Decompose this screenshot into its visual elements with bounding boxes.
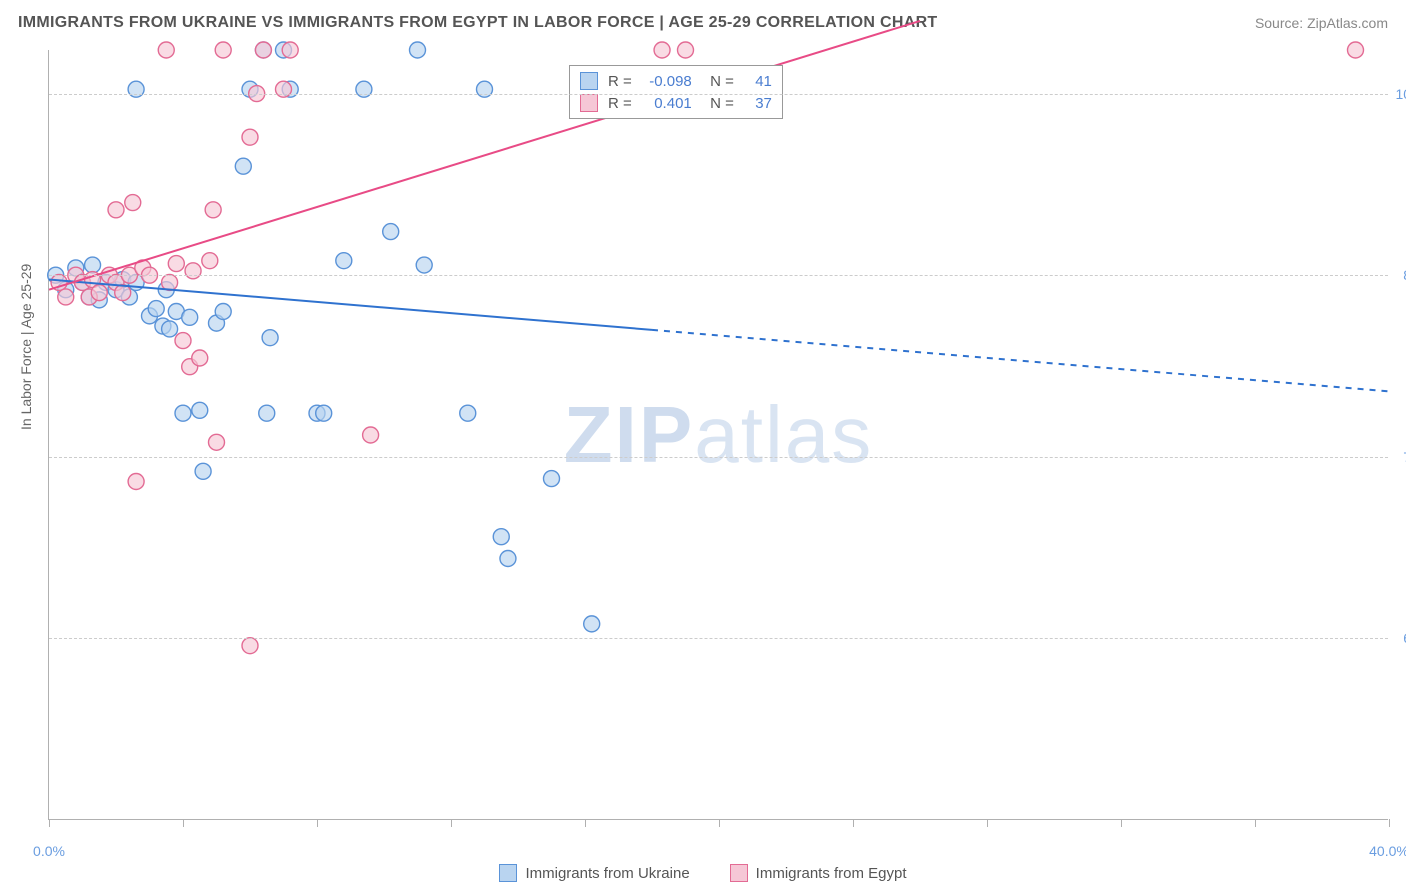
stat-legend-row: R = -0.098 N = 41 xyxy=(580,70,772,92)
stat-n-value: 41 xyxy=(744,73,772,90)
data-point xyxy=(192,350,208,366)
data-point xyxy=(168,256,184,272)
legend-swatch xyxy=(580,94,598,112)
stat-legend: R = -0.098 N = 41R = 0.401 N = 37 xyxy=(569,65,783,119)
data-point xyxy=(282,42,298,58)
data-point xyxy=(185,263,201,279)
x-tick-label: 40.0% xyxy=(1369,843,1406,859)
data-point xyxy=(205,202,221,218)
data-point xyxy=(410,42,426,58)
data-point xyxy=(192,402,208,418)
data-point xyxy=(175,333,191,349)
gridline xyxy=(49,94,1388,95)
gridline xyxy=(49,457,1388,458)
data-point xyxy=(584,616,600,632)
data-point xyxy=(477,81,493,97)
data-point xyxy=(544,471,560,487)
data-point xyxy=(242,638,258,654)
legend-swatch xyxy=(730,864,748,882)
x-tick xyxy=(585,819,586,827)
data-point xyxy=(363,427,379,443)
legend-item: Immigrants from Ukraine xyxy=(499,864,689,882)
x-tick xyxy=(183,819,184,827)
data-point xyxy=(255,42,271,58)
trend-line xyxy=(49,280,652,330)
data-point xyxy=(242,129,258,145)
data-point xyxy=(202,253,218,269)
stat-n-label: N = xyxy=(702,73,734,90)
source-label: Source: ZipAtlas.com xyxy=(1255,15,1388,31)
stat-r-value: 0.401 xyxy=(642,95,692,112)
x-tick-label: 0.0% xyxy=(33,843,65,859)
data-point xyxy=(175,405,191,421)
x-tick xyxy=(987,819,988,827)
x-tick xyxy=(1121,819,1122,827)
data-point xyxy=(182,309,198,325)
data-point xyxy=(148,301,164,317)
data-point xyxy=(209,434,225,450)
data-point xyxy=(235,158,251,174)
legend-swatch xyxy=(580,72,598,90)
bottom-legend: Immigrants from Ukraine Immigrants from E… xyxy=(0,864,1406,882)
x-tick xyxy=(1255,819,1256,827)
legend-item: Immigrants from Egypt xyxy=(730,864,907,882)
legend-label: Immigrants from Egypt xyxy=(756,865,907,882)
stat-r-label: R = xyxy=(608,95,632,112)
x-tick xyxy=(1389,819,1390,827)
data-point xyxy=(259,405,275,421)
plot-svg xyxy=(49,50,1388,819)
x-tick xyxy=(317,819,318,827)
data-point xyxy=(125,195,141,211)
data-point xyxy=(158,42,174,58)
data-point xyxy=(416,257,432,273)
data-point xyxy=(215,42,231,58)
data-point xyxy=(128,81,144,97)
trend-line-dashed xyxy=(652,330,1389,392)
data-point xyxy=(276,81,292,97)
data-point xyxy=(195,463,211,479)
data-point xyxy=(1348,42,1364,58)
data-point xyxy=(678,42,694,58)
data-point xyxy=(493,529,509,545)
data-point xyxy=(336,253,352,269)
trend-line xyxy=(49,21,920,290)
data-point xyxy=(215,304,231,320)
data-point xyxy=(262,330,278,346)
x-tick xyxy=(451,819,452,827)
chart-title: IMMIGRANTS FROM UKRAINE VS IMMIGRANTS FR… xyxy=(18,14,938,32)
data-point xyxy=(654,42,670,58)
stat-r-label: R = xyxy=(608,73,632,90)
gridline xyxy=(49,275,1388,276)
x-tick xyxy=(49,819,50,827)
y-axis-label: In Labor Force | Age 25-29 xyxy=(18,264,34,430)
x-tick xyxy=(853,819,854,827)
x-tick xyxy=(719,819,720,827)
stat-n-label: N = xyxy=(702,95,734,112)
data-point xyxy=(162,274,178,290)
data-point xyxy=(500,550,516,566)
chart-area: ZIPatlas R = -0.098 N = 41R = 0.401 N = … xyxy=(48,50,1388,820)
stat-n-value: 37 xyxy=(744,95,772,112)
header: IMMIGRANTS FROM UKRAINE VS IMMIGRANTS FR… xyxy=(0,0,1406,42)
data-point xyxy=(91,285,107,301)
data-point xyxy=(460,405,476,421)
data-point xyxy=(316,405,332,421)
stat-r-value: -0.098 xyxy=(642,73,692,90)
gridline xyxy=(49,638,1388,639)
data-point xyxy=(58,289,74,305)
y-tick-label: 100.0% xyxy=(1396,86,1406,102)
data-point xyxy=(128,473,144,489)
legend-swatch xyxy=(499,864,517,882)
data-point xyxy=(383,224,399,240)
legend-label: Immigrants from Ukraine xyxy=(525,865,689,882)
data-point xyxy=(108,202,124,218)
data-point xyxy=(356,81,372,97)
data-point xyxy=(162,321,178,337)
data-point xyxy=(85,257,101,273)
stat-legend-row: R = 0.401 N = 37 xyxy=(580,92,772,114)
